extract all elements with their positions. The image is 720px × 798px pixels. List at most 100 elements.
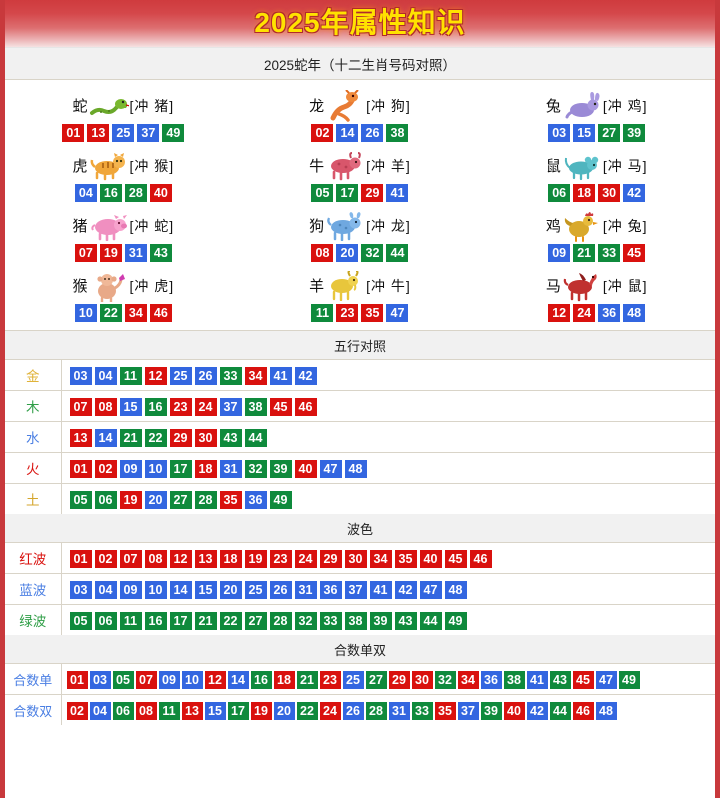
number-ball[interactable]: 28 <box>365 702 387 720</box>
number-ball[interactable]: 43 <box>549 671 571 689</box>
number-ball[interactable]: 07 <box>74 244 97 262</box>
number-ball[interactable]: 28 <box>124 184 147 202</box>
zodiac-cell[interactable]: 鼠 [冲 马] 06 18 30 42 <box>478 146 715 206</box>
number-ball[interactable]: 27 <box>169 491 192 509</box>
number-ball[interactable]: 49 <box>269 491 292 509</box>
number-ball[interactable]: 02 <box>66 702 88 720</box>
number-ball[interactable]: 36 <box>244 491 267 509</box>
number-ball[interactable]: 25 <box>342 671 364 689</box>
number-ball[interactable]: 46 <box>149 304 172 322</box>
number-ball[interactable]: 09 <box>119 460 142 478</box>
number-ball[interactable]: 41 <box>369 581 392 599</box>
zodiac-cell[interactable]: 兔 [冲 鸡] 03 15 27 39 <box>478 86 715 146</box>
number-ball[interactable]: 22 <box>144 429 167 447</box>
number-ball[interactable]: 48 <box>623 304 646 322</box>
number-ball[interactable]: 09 <box>119 581 142 599</box>
number-ball[interactable]: 02 <box>311 124 334 142</box>
number-ball[interactable]: 41 <box>269 367 292 385</box>
number-ball[interactable]: 39 <box>369 612 392 630</box>
number-ball[interactable]: 04 <box>94 581 117 599</box>
number-ball[interactable]: 41 <box>526 671 548 689</box>
number-ball[interactable]: 40 <box>294 460 317 478</box>
zodiac-cell[interactable]: 羊 [冲 牛] 11 23 35 47 <box>242 266 479 326</box>
number-ball[interactable]: 38 <box>386 124 409 142</box>
number-ball[interactable]: 06 <box>112 702 134 720</box>
number-ball[interactable]: 35 <box>361 304 384 322</box>
number-ball[interactable]: 44 <box>549 702 571 720</box>
number-ball[interactable]: 48 <box>595 702 617 720</box>
number-ball[interactable]: 32 <box>361 244 384 262</box>
zodiac-cell[interactable]: 猴 [冲 虎] 10 22 34 46 <box>5 266 242 326</box>
zodiac-cell[interactable]: 牛 [冲 羊] 05 17 29 41 <box>242 146 479 206</box>
number-ball[interactable]: 15 <box>573 124 596 142</box>
number-ball[interactable]: 23 <box>336 304 359 322</box>
number-ball[interactable]: 19 <box>244 550 267 568</box>
number-ball[interactable]: 12 <box>169 550 192 568</box>
number-ball[interactable]: 08 <box>94 398 117 416</box>
number-ball[interactable]: 49 <box>162 124 185 142</box>
number-ball[interactable]: 30 <box>411 671 433 689</box>
number-ball[interactable]: 26 <box>269 581 292 599</box>
number-ball[interactable]: 46 <box>469 550 492 568</box>
number-ball[interactable]: 47 <box>386 304 409 322</box>
number-ball[interactable]: 35 <box>434 702 456 720</box>
number-ball[interactable]: 20 <box>219 581 242 599</box>
number-ball[interactable]: 15 <box>194 581 217 599</box>
number-ball[interactable]: 23 <box>169 398 192 416</box>
number-ball[interactable]: 14 <box>169 581 192 599</box>
number-ball[interactable]: 27 <box>598 124 621 142</box>
number-ball[interactable]: 19 <box>99 244 122 262</box>
number-ball[interactable]: 24 <box>319 702 341 720</box>
number-ball[interactable]: 13 <box>87 124 110 142</box>
number-ball[interactable]: 17 <box>336 184 359 202</box>
number-ball[interactable]: 25 <box>169 367 192 385</box>
number-ball[interactable]: 45 <box>623 244 646 262</box>
number-ball[interactable]: 08 <box>144 550 167 568</box>
number-ball[interactable]: 44 <box>244 429 267 447</box>
number-ball[interactable]: 13 <box>69 429 92 447</box>
number-ball[interactable]: 44 <box>419 612 442 630</box>
number-ball[interactable]: 02 <box>94 460 117 478</box>
number-ball[interactable]: 46 <box>572 702 594 720</box>
number-ball[interactable]: 11 <box>311 304 334 322</box>
number-ball[interactable]: 38 <box>503 671 525 689</box>
number-ball[interactable]: 15 <box>204 702 226 720</box>
number-ball[interactable]: 24 <box>294 550 317 568</box>
number-ball[interactable]: 18 <box>273 671 295 689</box>
number-ball[interactable]: 14 <box>227 671 249 689</box>
number-ball[interactable]: 24 <box>573 304 596 322</box>
number-ball[interactable]: 36 <box>319 581 342 599</box>
number-ball[interactable]: 47 <box>595 671 617 689</box>
number-ball[interactable]: 39 <box>480 702 502 720</box>
number-ball[interactable]: 15 <box>119 398 142 416</box>
number-ball[interactable]: 13 <box>194 550 217 568</box>
number-ball[interactable]: 42 <box>623 184 646 202</box>
number-ball[interactable]: 34 <box>457 671 479 689</box>
number-ball[interactable]: 18 <box>194 460 217 478</box>
number-ball[interactable]: 37 <box>344 581 367 599</box>
number-ball[interactable]: 07 <box>135 671 157 689</box>
number-ball[interactable]: 30 <box>598 184 621 202</box>
number-ball[interactable]: 33 <box>219 367 242 385</box>
number-ball[interactable]: 11 <box>158 702 180 720</box>
number-ball[interactable]: 28 <box>269 612 292 630</box>
number-ball[interactable]: 29 <box>388 671 410 689</box>
number-ball[interactable]: 10 <box>144 581 167 599</box>
number-ball[interactable]: 19 <box>250 702 272 720</box>
number-ball[interactable]: 33 <box>598 244 621 262</box>
number-ball[interactable]: 09 <box>548 244 571 262</box>
number-ball[interactable]: 42 <box>526 702 548 720</box>
number-ball[interactable]: 20 <box>273 702 295 720</box>
number-ball[interactable]: 40 <box>503 702 525 720</box>
number-ball[interactable]: 03 <box>69 367 92 385</box>
number-ball[interactable]: 43 <box>219 429 242 447</box>
number-ball[interactable]: 01 <box>62 124 85 142</box>
number-ball[interactable]: 12 <box>204 671 226 689</box>
number-ball[interactable]: 14 <box>336 124 359 142</box>
number-ball[interactable]: 17 <box>169 460 192 478</box>
number-ball[interactable]: 14 <box>94 429 117 447</box>
number-ball[interactable]: 12 <box>144 367 167 385</box>
number-ball[interactable]: 04 <box>74 184 97 202</box>
number-ball[interactable]: 10 <box>144 460 167 478</box>
number-ball[interactable]: 49 <box>618 671 640 689</box>
